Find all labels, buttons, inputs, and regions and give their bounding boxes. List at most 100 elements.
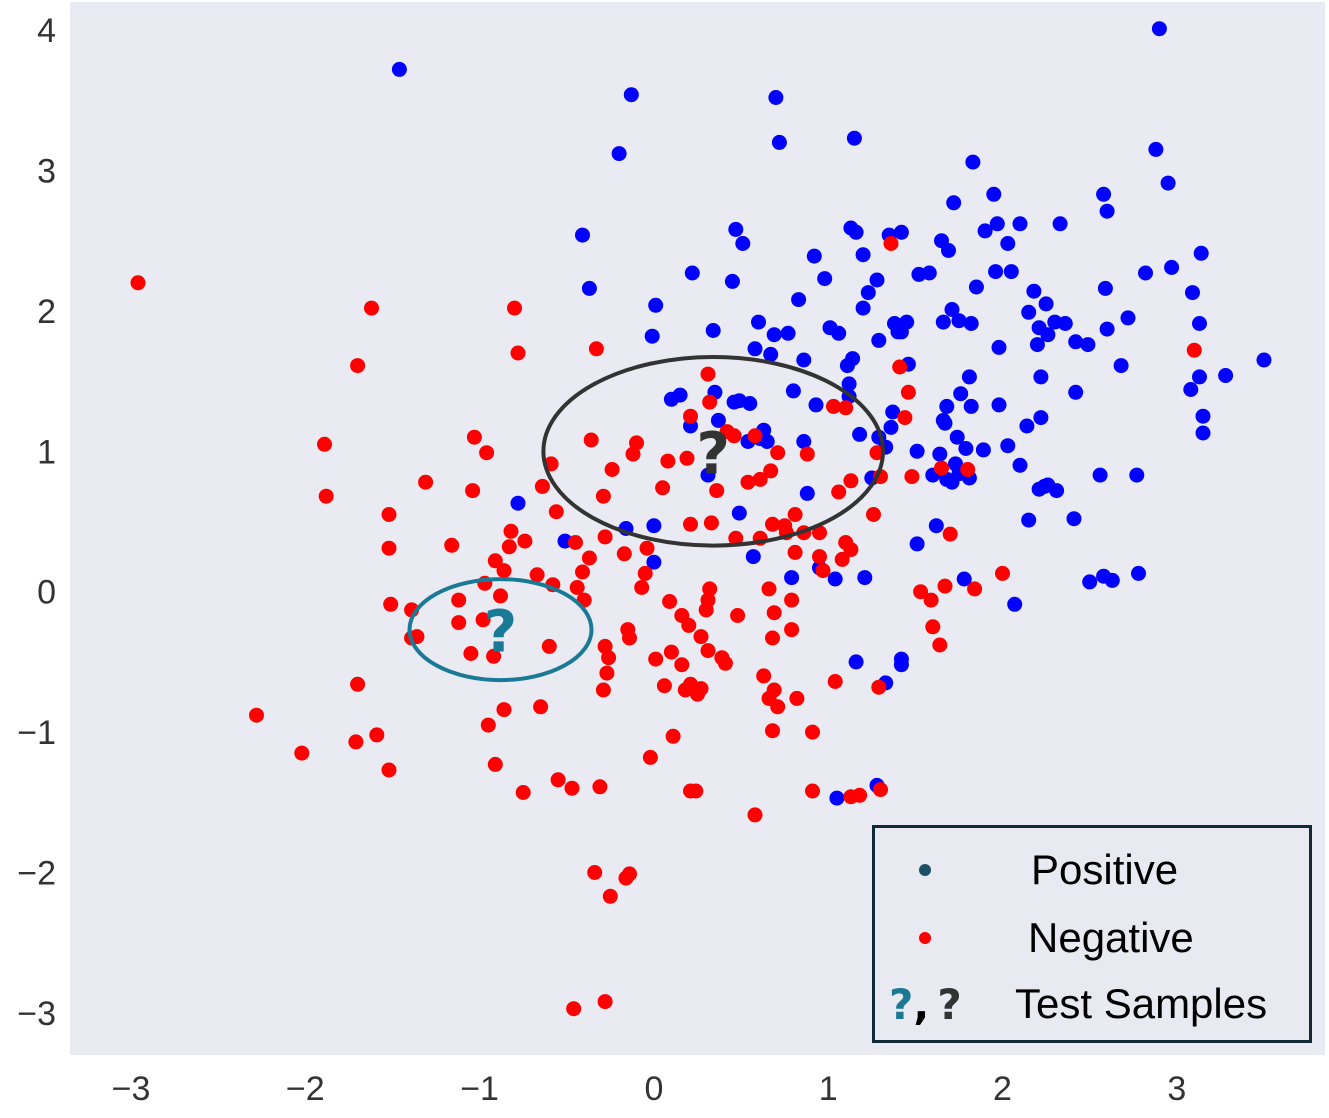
y-tick-label: 2 xyxy=(37,293,56,331)
positive-point xyxy=(935,314,951,330)
positive-point xyxy=(1068,384,1084,400)
positive-point xyxy=(742,396,758,411)
positive-point xyxy=(1096,186,1112,202)
positive-point xyxy=(1120,310,1136,326)
positive-point xyxy=(893,224,909,240)
negative-point xyxy=(656,678,672,694)
negative-point xyxy=(763,463,779,479)
positive-point xyxy=(611,146,627,162)
negative-point xyxy=(383,596,399,612)
positive-point xyxy=(724,273,740,289)
test-samples: ?? xyxy=(407,355,886,683)
positive-point xyxy=(646,518,662,534)
negative-point xyxy=(834,551,850,567)
legend-label-test-samples: Test Samples xyxy=(1015,980,1268,1027)
negative-point xyxy=(799,446,815,462)
negative-point xyxy=(681,617,697,633)
negative-point xyxy=(569,580,585,595)
positive-point xyxy=(1148,141,1164,157)
negative-point xyxy=(883,236,899,251)
negative-point xyxy=(418,474,434,490)
positive-point xyxy=(1038,296,1054,312)
negative-point xyxy=(700,643,716,659)
positive-point xyxy=(766,327,782,343)
positive-point xyxy=(510,495,526,511)
negative-point xyxy=(486,648,502,664)
positive-point xyxy=(988,264,1004,280)
positive-point xyxy=(1052,216,1068,232)
y-tick-label: −1 xyxy=(17,714,56,752)
negative-point xyxy=(873,782,888,798)
negative-point xyxy=(852,787,868,803)
negative-point xyxy=(789,690,805,706)
positive-point xyxy=(909,536,925,552)
positive-point xyxy=(845,351,861,367)
test-sample-circle xyxy=(407,577,594,683)
positive-point xyxy=(1033,410,1049,426)
negative-point xyxy=(564,780,580,796)
negative-point xyxy=(566,1001,582,1017)
positive-point xyxy=(759,434,775,449)
negative-point xyxy=(747,807,763,823)
negative-point xyxy=(318,488,334,504)
negative-point xyxy=(639,540,655,556)
positive-point xyxy=(1012,457,1028,473)
negative-point xyxy=(515,785,531,800)
positive-point xyxy=(1049,483,1065,499)
negative-point xyxy=(766,605,782,621)
negative-point xyxy=(350,358,366,374)
negative-point xyxy=(249,707,264,723)
positive-point xyxy=(1218,368,1234,383)
y-tick-label: 1 xyxy=(37,433,56,471)
positive-point xyxy=(1021,512,1037,528)
negative-point xyxy=(602,888,618,904)
positive-point xyxy=(963,316,979,331)
negative-point xyxy=(693,629,709,645)
positive-point xyxy=(846,130,862,146)
positive-point xyxy=(958,441,974,456)
positive-point xyxy=(700,467,716,483)
test-sample-question-icon: ? xyxy=(696,419,730,487)
negative-point xyxy=(595,682,611,698)
negative-point xyxy=(923,592,939,608)
positive-point xyxy=(646,554,662,570)
negative-point xyxy=(548,504,564,520)
negative-point xyxy=(900,384,916,400)
positive-point xyxy=(672,387,688,403)
negative-point xyxy=(805,724,820,740)
positive-point xyxy=(893,324,909,340)
positive-point xyxy=(1099,203,1115,219)
positive-point xyxy=(648,297,664,313)
negative-point xyxy=(501,539,517,555)
negative-point xyxy=(700,592,716,608)
positive-point xyxy=(944,302,960,317)
negative-point xyxy=(381,507,397,522)
negative-point xyxy=(130,275,146,291)
negative-point xyxy=(677,682,693,698)
negative-point xyxy=(550,772,566,788)
negative-point xyxy=(995,565,1010,581)
positive-point xyxy=(1256,352,1272,368)
positive-point xyxy=(726,394,742,410)
positive-point xyxy=(991,397,1007,413)
positive-point xyxy=(928,518,944,534)
positive-point xyxy=(808,397,824,413)
negative-point xyxy=(487,756,503,772)
negative-point xyxy=(709,483,725,499)
negative-point xyxy=(642,749,658,765)
positive-point xyxy=(575,227,590,243)
y-tick-label: 4 xyxy=(37,12,56,50)
positive-point xyxy=(796,434,812,449)
positive-point xyxy=(1026,283,1042,299)
positive-point xyxy=(949,429,965,445)
negative-point xyxy=(480,717,496,733)
negative-point xyxy=(934,460,949,476)
negative-point xyxy=(597,994,613,1010)
negative-point xyxy=(967,581,983,597)
negative-point xyxy=(752,471,768,487)
positive-point xyxy=(784,570,800,586)
negative-point xyxy=(588,341,604,357)
negative-point xyxy=(812,525,827,541)
negative-point xyxy=(761,581,777,597)
positive-point xyxy=(935,412,951,428)
